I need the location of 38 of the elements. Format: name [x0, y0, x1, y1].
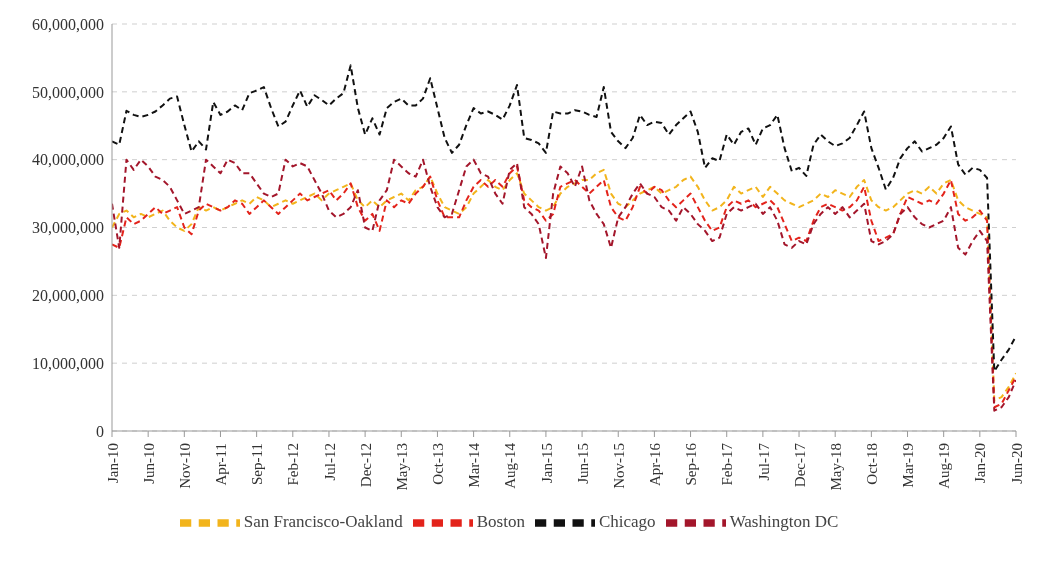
- x-tick-label: Jan-20: [972, 443, 989, 483]
- y-tick-label: 0: [96, 422, 104, 440]
- y-tick-label: 60,000,000: [32, 15, 104, 33]
- x-tick-label: May-18: [827, 443, 844, 491]
- x-tick-label: Aug-19: [936, 443, 953, 489]
- legend-label: San Francisco-Oakland: [243, 511, 403, 531]
- y-tick-label: 50,000,000: [32, 83, 104, 101]
- x-tick-label: Apr-11: [213, 443, 230, 486]
- x-tick-label: Aug-14: [502, 442, 519, 489]
- x-tick-label: Mar-19: [900, 443, 917, 488]
- y-tick-label: 30,000,000: [32, 219, 104, 237]
- y-tick-label: 40,000,000: [32, 151, 104, 169]
- x-tick-label: Jan-15: [538, 443, 555, 483]
- x-tick-label: May-13: [393, 443, 410, 491]
- x-tick-label: Apr-16: [647, 442, 664, 487]
- x-tick-label: Jun-10: [140, 443, 157, 484]
- legend-label: Boston: [476, 511, 525, 531]
- x-tick-label: Oct-18: [864, 443, 881, 485]
- x-tick-label: Dec-12: [357, 443, 374, 488]
- line-series: [112, 64, 1016, 373]
- x-tick-label: Jan-10: [104, 443, 121, 483]
- y-tick-label: 20,000,000: [32, 287, 104, 305]
- x-tick-label: Sep-11: [249, 443, 266, 485]
- x-tick-label: Jun-15: [574, 443, 591, 484]
- y-tick-label: 10,000,000: [32, 354, 104, 372]
- x-tick-label: Feb-17: [719, 442, 736, 486]
- x-tick-label: Sep-16: [683, 442, 700, 486]
- legend-label: Washington DC: [729, 511, 839, 531]
- x-tick-label: Dec-17: [791, 442, 808, 488]
- x-tick-label: Nov-15: [610, 443, 627, 489]
- legend-label: Chicago: [598, 511, 656, 531]
- x-tick-label: Feb-12: [285, 443, 302, 486]
- x-tick-label: Mar-14: [466, 442, 483, 488]
- x-tick-label: Jul-17: [755, 442, 772, 481]
- x-tick-label: Nov-10: [176, 443, 193, 489]
- x-tick-label: Oct-13: [430, 443, 447, 485]
- x-tick-label: Jun-20: [1008, 443, 1025, 484]
- x-tick-label: Jul-12: [321, 443, 338, 481]
